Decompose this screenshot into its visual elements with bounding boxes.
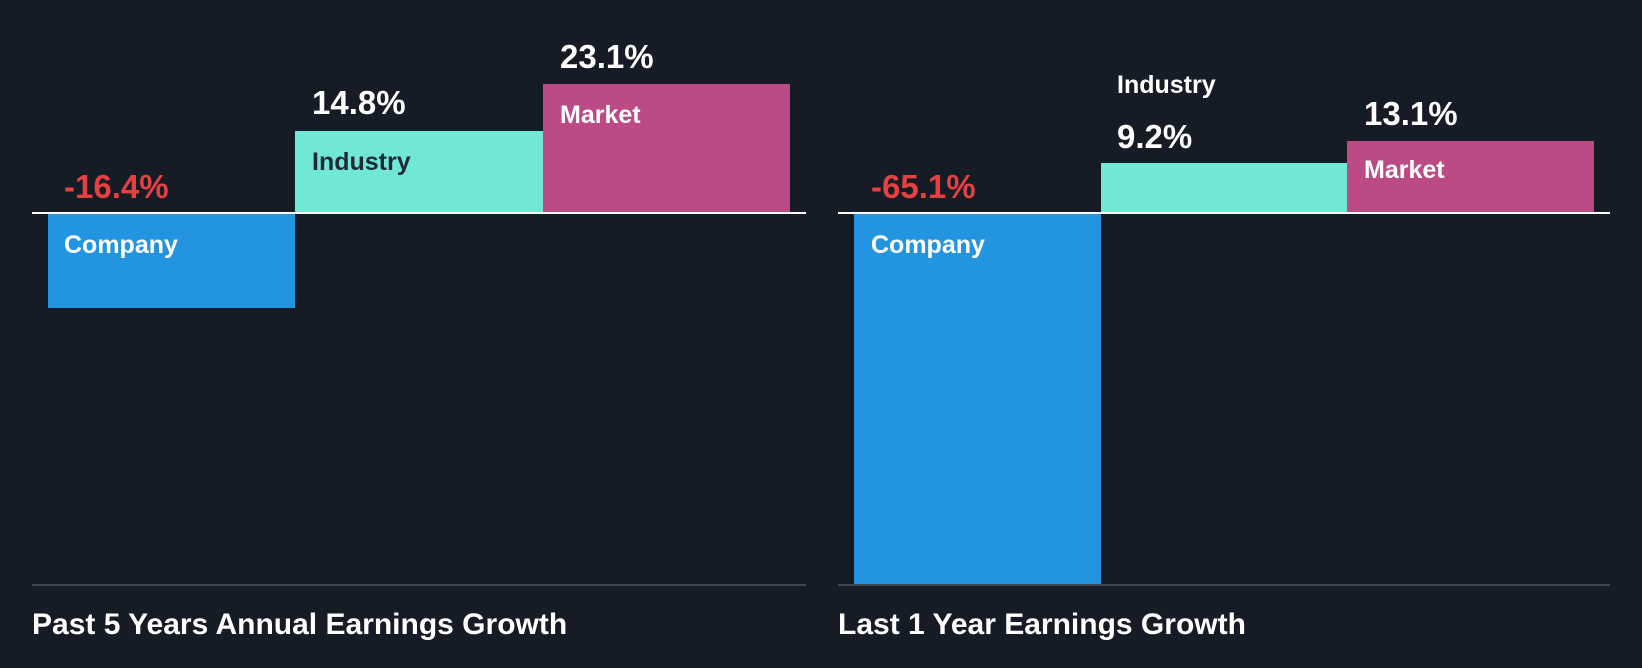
bar-company <box>48 214 295 308</box>
company-label: Company <box>871 231 985 259</box>
company-value: -16.4% <box>64 168 169 205</box>
company-value: -65.1% <box>871 168 976 205</box>
chart-past-5-years: -16.4% Company 14.8% Industry 23.1% Mark… <box>0 0 806 668</box>
market-label: Market <box>1364 156 1445 184</box>
axis-baseline <box>32 584 806 586</box>
chart-title: Past 5 Years Annual Earnings Growth <box>32 608 568 641</box>
bar-market <box>543 84 790 214</box>
zero-line <box>32 212 806 214</box>
market-value: 13.1% <box>1364 95 1458 132</box>
industry-label: Industry <box>312 148 411 176</box>
market-label: Market <box>560 101 641 129</box>
market-value: 23.1% <box>560 38 654 75</box>
industry-value: 14.8% <box>312 84 406 121</box>
bar-industry <box>1101 163 1347 214</box>
axis-baseline <box>838 584 1610 586</box>
zero-line <box>838 212 1610 214</box>
industry-label: Industry <box>1117 71 1216 99</box>
bar-market <box>1347 141 1594 214</box>
chart-title: Last 1 Year Earnings Growth <box>838 608 1246 641</box>
bar-company <box>854 214 1101 584</box>
bar-industry <box>295 131 543 214</box>
company-label: Company <box>64 231 178 259</box>
industry-value: 9.2% <box>1117 118 1193 155</box>
